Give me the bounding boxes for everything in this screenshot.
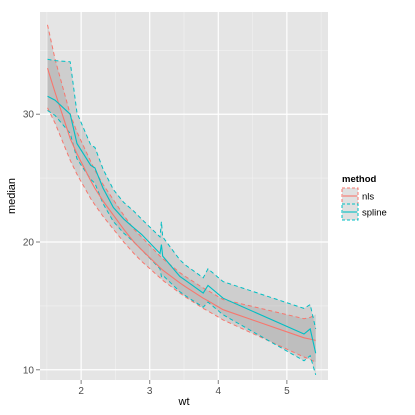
series-lines xyxy=(46,68,317,354)
x-axis-label: wt xyxy=(178,396,190,408)
x-axis-ticks: 2 3 4 5 xyxy=(78,380,290,397)
ribbon-nls xyxy=(47,24,316,363)
ribbon-upper-nls xyxy=(47,24,316,320)
y-tick-label: 20 xyxy=(23,238,35,249)
legend: method nls spline xyxy=(341,174,387,221)
x-tick-label: 5 xyxy=(284,386,290,397)
series-line-nls xyxy=(46,68,316,341)
series-line-spline xyxy=(47,95,317,354)
y-axis-ticks: 10 20 30 xyxy=(23,110,40,376)
x-tick-label: 3 xyxy=(147,386,153,397)
y-axis-label: median xyxy=(6,178,18,214)
grid-minor xyxy=(40,12,328,380)
grid-major xyxy=(40,12,328,380)
ribbon-upper-spline xyxy=(47,58,317,330)
y-tick-label: 10 xyxy=(23,365,35,376)
legend-label-spline: spline xyxy=(362,208,387,219)
y-tick-label: 30 xyxy=(23,110,35,121)
ribbon-spline xyxy=(47,59,316,375)
legend-label-nls: nls xyxy=(362,192,374,203)
legend-title: method xyxy=(342,174,377,185)
ribbon-lower-nls xyxy=(47,107,316,363)
x-tick-label: 2 xyxy=(78,386,84,397)
x-tick-label: 4 xyxy=(216,386,222,397)
